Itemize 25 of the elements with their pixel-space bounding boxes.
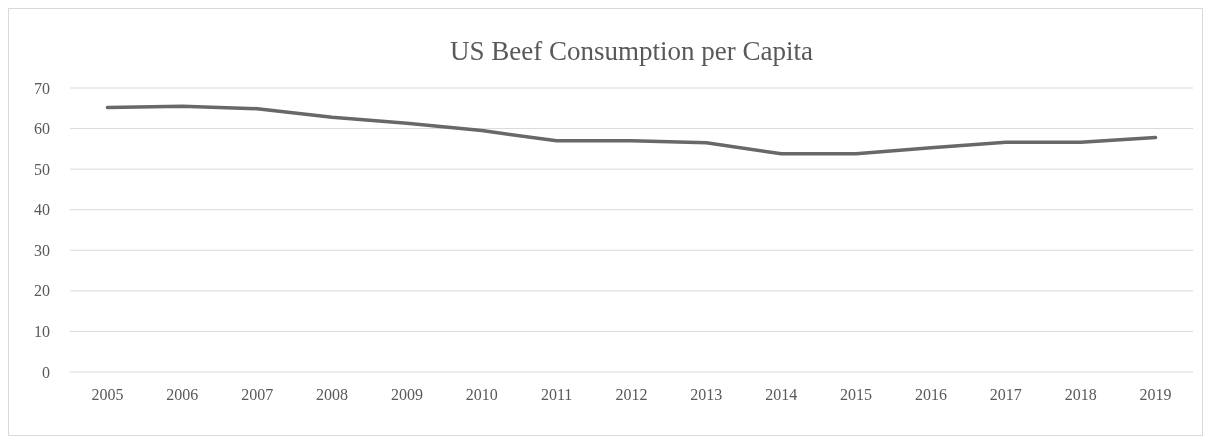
y-tick-label: 30 [34,241,50,259]
x-tick-label: 2017 [989,386,1022,403]
line-series [105,104,1158,156]
x-tick-label: 2018 [1064,386,1097,403]
y-tick-label: 10 [34,323,50,341]
x-tick-label: 2008 [316,386,349,403]
x-tick-label: 2010 [465,386,498,403]
x-tick-label: 2014 [765,386,798,403]
y-tick-label: 70 [34,79,50,97]
x-tick-label: 2006 [166,386,199,403]
chart-title: US Beef Consumption per Capita [450,36,813,66]
y-tick-label: 20 [34,282,50,300]
x-tick-label: 2005 [91,386,124,403]
y-tick-label: 0 [42,363,50,381]
x-tick-label: 2013 [690,386,723,403]
x-tick-label: 2009 [390,386,423,403]
x-tick-label: 2016 [914,386,947,403]
x-tick-label: 2012 [615,386,648,403]
y-tick-label: 50 [34,160,50,178]
x-tick-label: 2011 [540,386,573,403]
x-tick-label: 2019 [1139,386,1172,403]
y-tick-label: 60 [34,120,50,138]
x-tick-label: 2007 [241,386,274,403]
x-tick-label: 2015 [840,386,873,403]
y-tick-label: 40 [34,201,50,219]
